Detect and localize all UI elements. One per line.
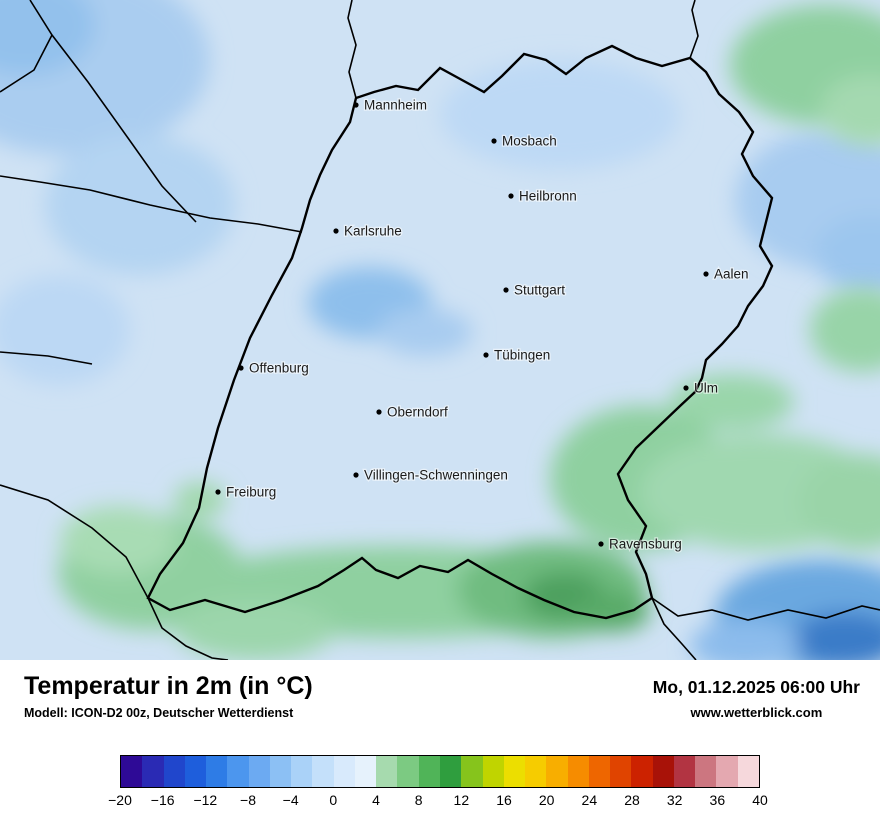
city-marker-dot (598, 541, 604, 547)
city-marker-dot (353, 472, 359, 478)
borders-layer (0, 0, 880, 660)
colorbar-tick-label: 36 (709, 792, 726, 808)
city-label: Mosbach (502, 134, 557, 149)
city-label: Karlsruhe (344, 224, 402, 239)
city-label: Offenburg (249, 361, 309, 376)
colorbar-cell (461, 756, 483, 787)
colorbar-cell (376, 756, 398, 787)
colorbar-cell (333, 756, 355, 787)
colorbar-cell (525, 756, 547, 787)
colorbar-tick-label: −8 (240, 792, 256, 808)
colorbar-cell (248, 756, 270, 787)
colorbar-tick-label: 4 (372, 792, 380, 808)
colorbar-cell (312, 756, 334, 787)
colorbar-tick-label: 28 (624, 792, 640, 808)
city-label: Heilbronn (519, 189, 577, 204)
city-marker-dot (483, 352, 489, 358)
colorbar-cell (439, 756, 462, 787)
website-label: www.wetterblick.com (690, 705, 823, 720)
colorbar-cell (482, 756, 504, 787)
colorbar-cell (695, 756, 717, 787)
colorbar-cell (184, 756, 207, 787)
city-label: Oberndorf (387, 405, 448, 420)
city-marker-dot (508, 193, 514, 199)
colorbar-ticks: −20 −16 −12 −8 −4 0 4 8 12 16 20 24 28 32 36 40 (108, 792, 768, 812)
city-marker-dot (238, 365, 244, 371)
colorbar-cell (269, 756, 292, 787)
colorbar-tick-label: −20 (108, 792, 132, 808)
colorbar-tick-label: 24 (581, 792, 598, 808)
colorbar-cell (567, 756, 589, 787)
colorbar-cell (142, 756, 164, 787)
city-marker-dot (333, 228, 339, 234)
page-title: Temperatur in 2m (in °C) (24, 672, 313, 700)
city-label: Aalen (714, 267, 749, 282)
colorbar-cell (163, 756, 185, 787)
valid-datetime: Mo, 01.12.2025 06:00 Uhr (652, 677, 860, 697)
title-block: Temperatur in 2m (in °C) Modell: ICON-D2… (24, 672, 313, 720)
weather-map: Mannheim Mosbach Heilbronn Karlsruhe Stuttga… (0, 0, 880, 660)
colorbar-tick-label: 16 (496, 792, 512, 808)
colorbar-tick-label: −4 (282, 792, 299, 808)
colorbar-cell (631, 756, 653, 787)
datetime-block: Mo, 01.12.2025 06:00 Uhr www.wetterblick… (653, 672, 860, 720)
colorbar-tick-label: 12 (453, 792, 470, 808)
colorbar-cell (121, 756, 143, 787)
city-marker-dot (353, 102, 359, 108)
colorbar-cell (610, 756, 632, 787)
colorbar-tick-label: 32 (666, 792, 683, 808)
city-label: Villingen-Schwenningen (364, 468, 508, 483)
colorbar-scale (120, 755, 760, 788)
model-info: Modell: ICON-D2 00z, Deutscher Wetterdie… (24, 706, 294, 720)
city-label: Mannheim (364, 98, 427, 113)
colorbar-cell (546, 756, 568, 787)
city-marker-dot (215, 489, 221, 495)
colorbar-tick-label: −12 (193, 792, 218, 808)
colorbar-cell (716, 756, 738, 787)
city-marker-dot (503, 287, 509, 293)
temperature-field-blue-patches (0, 0, 880, 660)
footer: Temperatur in 2m (in °C) Modell: ICON-D2… (0, 660, 880, 830)
city-marker-dot (376, 409, 382, 415)
temperature-field-green-patches (58, 5, 880, 660)
colorbar: −20 −16 −12 −8 −4 0 4 8 12 16 20 24 28 32 36 40 (108, 755, 768, 812)
cities-layer: Mannheim Mosbach Heilbronn Karlsruhe Stuttga… (215, 96, 750, 553)
city-label: Stuttgart (514, 283, 565, 298)
colorbar-tick-label: 40 (752, 792, 768, 808)
colorbar-tick-label: 8 (414, 792, 423, 808)
colorbar-cell (418, 756, 440, 787)
colorbar-cell (397, 756, 419, 787)
colorbar-cell (503, 756, 526, 787)
colorbar-cell (673, 756, 696, 787)
colorbar-cell (354, 756, 377, 787)
header-row: Temperatur in 2m (in °C) Modell: ICON-D2… (0, 660, 880, 720)
colorbar-cell (737, 756, 759, 787)
colorbar-tick-label: 20 (538, 792, 555, 808)
city-label: Ulm (694, 381, 718, 396)
map-area: Mannheim Mosbach Heilbronn Karlsruhe Stuttga… (0, 0, 880, 660)
city-marker-dot (703, 271, 709, 277)
colorbar-cell (206, 756, 228, 787)
city-label: Tübingen (494, 348, 550, 363)
colorbar-tick-label: 0 (329, 792, 338, 808)
city-marker-dot (683, 385, 689, 391)
city-label: Ravensburg (609, 537, 682, 552)
colorbar-tick-label: −16 (150, 792, 175, 808)
colorbar-cell (588, 756, 611, 787)
city-marker-dot (491, 138, 497, 144)
city-label: Freiburg (226, 485, 276, 500)
colorbar-cell (291, 756, 313, 787)
colorbar-cell (652, 756, 674, 787)
colorbar-cell (227, 756, 249, 787)
